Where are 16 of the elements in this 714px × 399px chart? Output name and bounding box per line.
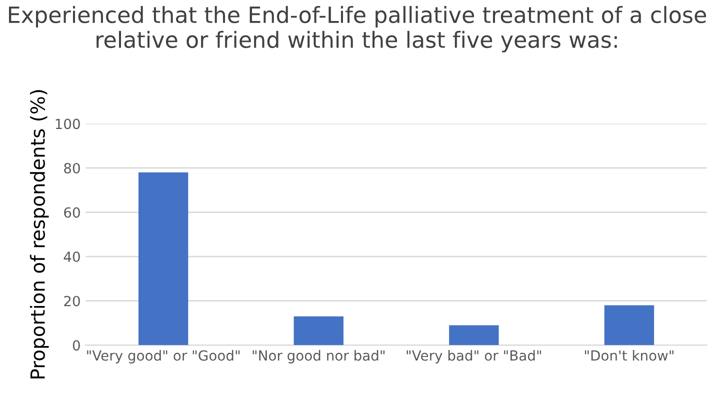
y-axis-title: Proportion of respondents (%) [30,90,49,378]
y-tick-label: 100 [56,118,80,130]
bar [138,172,188,346]
x-tick-label: "Very good" or "Good" [87,350,240,364]
y-tick-label: 80 [64,162,80,174]
y-tick-label: 40 [64,252,80,262]
y-tick-label: 0 [72,340,80,351]
x-tick-label: "Very bad" or "Bad" [406,350,542,364]
bar [449,325,499,346]
bar [604,305,654,346]
y-tick-label: 20 [64,296,80,306]
x-tick-label: "Don't know" [584,350,674,361]
bar [294,316,344,346]
y-tick-label: 60 [64,207,80,218]
chart-title: Experienced that the End-of-Life palliative treatment of a close relative or friend within the last five years was: [8,6,706,52]
x-tick-label: "Nor good nor bad" [252,350,384,364]
